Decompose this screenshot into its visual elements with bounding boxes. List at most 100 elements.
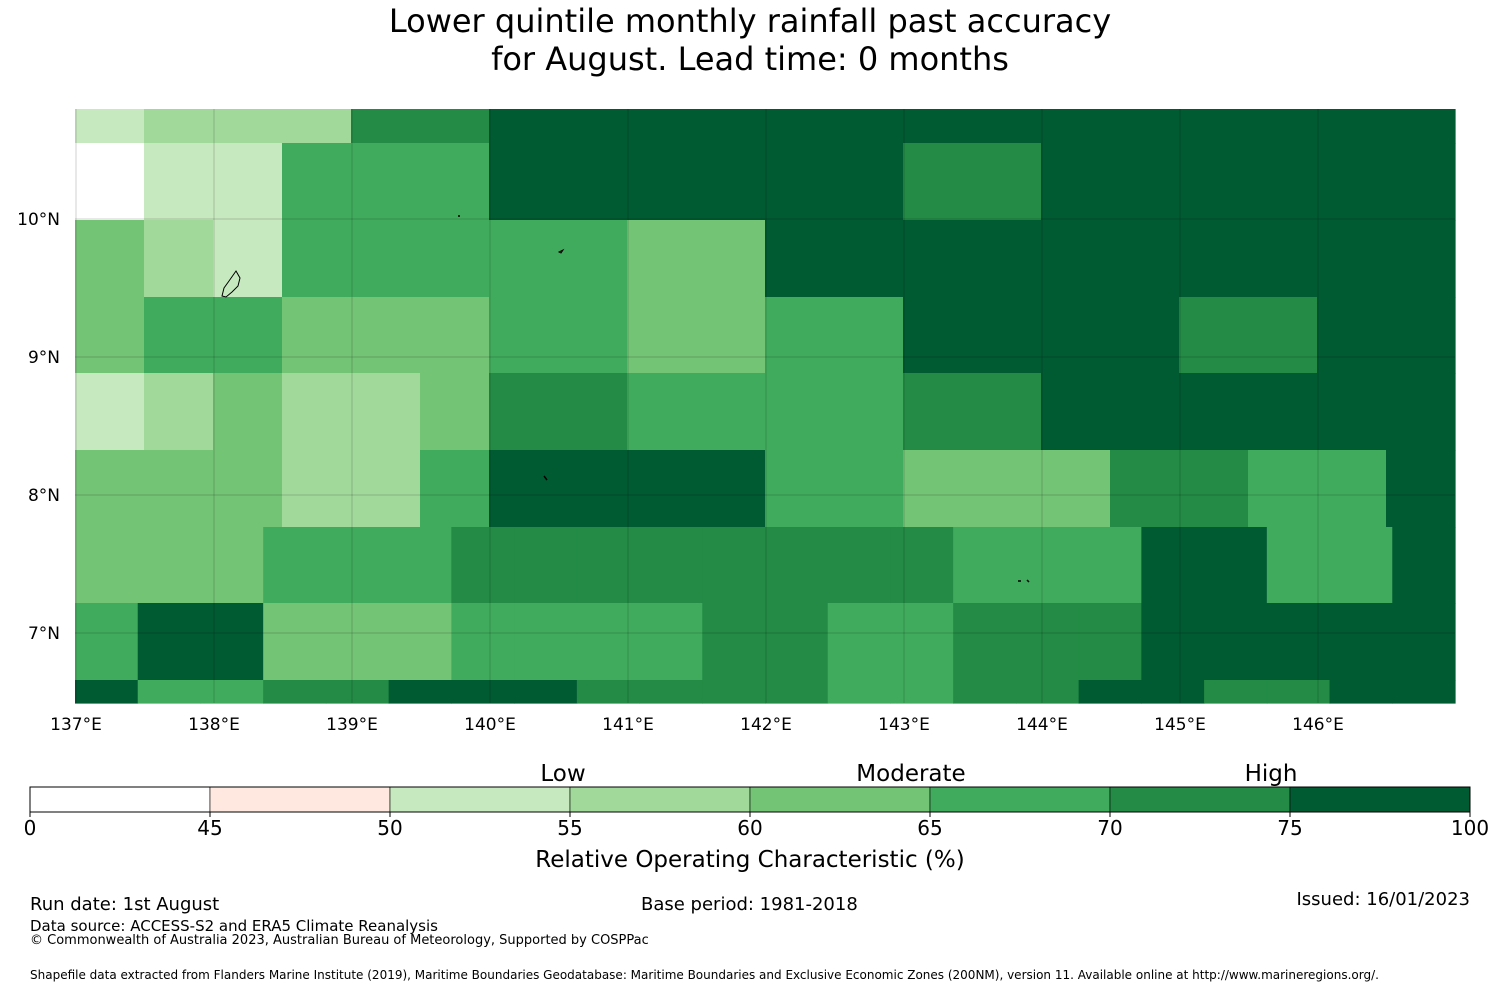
base-period: Base period: 1981-2018 — [641, 894, 858, 915]
grid-cell — [75, 373, 145, 451]
colorbar-tick-label: 75 — [1277, 816, 1302, 840]
grid-cell — [1317, 450, 1387, 528]
grid-cell — [1329, 603, 1393, 681]
grid-cell — [627, 220, 697, 298]
grid-cell — [144, 109, 214, 144]
grid-cell — [639, 680, 703, 704]
run-date: Run date: 1st August — [30, 894, 220, 915]
grid-cell — [1141, 527, 1205, 604]
grid-cell — [576, 527, 641, 604]
grid-cell — [420, 143, 490, 221]
grid-cell — [765, 143, 835, 221]
grid-cell — [1266, 527, 1331, 604]
grid-cell — [144, 450, 214, 528]
grid-cell — [420, 297, 490, 374]
rainfall-accuracy-map: 137°E 138°E 139°E 140°E 141°E 142°E 143°E 144°E… — [17, 109, 1489, 873]
grid-cell — [1392, 680, 1456, 704]
grid-cell — [834, 220, 904, 298]
grid-cell — [1110, 220, 1180, 298]
longitude-label: 145°E — [1154, 715, 1206, 735]
grid-cell — [834, 450, 904, 528]
latitude-label: 7°N — [28, 624, 60, 644]
grid-cell — [627, 373, 697, 451]
grid-cell — [489, 297, 559, 374]
grid-cell — [420, 450, 490, 528]
grid-cell — [514, 603, 578, 681]
grid-cell — [1015, 603, 1080, 681]
island-outline — [557, 248, 565, 254]
grid-cell — [1179, 109, 1249, 144]
grid-cell — [514, 527, 578, 604]
grid-cell — [351, 109, 421, 144]
grid-cell — [1204, 527, 1268, 604]
longitude-label: 142°E — [740, 715, 792, 735]
grid-cell — [972, 143, 1042, 221]
shapefile-credit: Shapefile data extracted from Flanders M… — [30, 968, 1379, 982]
grid-cell — [903, 220, 973, 298]
grid-cell — [75, 527, 139, 604]
grid-cell — [903, 450, 973, 528]
grid-cell — [213, 450, 283, 528]
grid-cell — [1317, 297, 1387, 374]
colorbar-axis-label: Relative Operating Characteristic (%) — [535, 847, 964, 873]
grid-cell — [388, 603, 452, 681]
grid-cell — [903, 109, 973, 144]
grid-cell — [558, 297, 628, 374]
grid-cell — [1317, 220, 1387, 298]
grid-cell — [263, 603, 327, 681]
colorbar-segment — [569, 786, 751, 813]
grid-cell — [200, 680, 264, 704]
grid-cell — [1392, 527, 1456, 604]
grid-cell — [903, 143, 973, 221]
grid-cell — [325, 680, 390, 704]
grid-cell — [144, 143, 214, 221]
grid-cell — [1078, 603, 1142, 681]
grid-cell — [1329, 527, 1393, 604]
colorbar-tick-label: 50 — [377, 816, 402, 840]
grid-cell — [351, 220, 421, 298]
grid-cell — [282, 109, 352, 144]
grid-cell — [834, 373, 904, 451]
grid-cell — [420, 109, 490, 144]
grid-cell — [75, 297, 145, 374]
grid-cell — [75, 603, 139, 681]
grid-cell — [213, 220, 283, 298]
longitude-label: 143°E — [878, 715, 930, 735]
grid-cell — [1141, 680, 1205, 704]
longitude-label: 139°E — [326, 715, 378, 735]
grid-cell — [282, 220, 352, 298]
colorbar-segment — [29, 786, 211, 813]
grid-cell — [890, 680, 954, 704]
grid-cell — [639, 603, 703, 681]
grid-cell — [765, 450, 835, 528]
colorbar-segment — [929, 786, 1111, 813]
colorbar-category-label: High — [1245, 761, 1298, 787]
grid-cell — [1386, 143, 1456, 221]
grid-cell — [765, 680, 829, 704]
grid-cell — [351, 373, 421, 451]
grid-cell — [1248, 220, 1318, 298]
colorbar-segment — [1289, 786, 1471, 813]
grid-cell — [903, 297, 973, 374]
grid-cell — [834, 109, 904, 144]
grid-cell — [1041, 450, 1111, 528]
grid-cell — [972, 297, 1042, 374]
grid-cell — [1386, 109, 1456, 144]
grid-cell — [451, 680, 515, 704]
grid-cell — [144, 220, 214, 298]
grid-cell — [696, 373, 766, 451]
grid-cell — [1078, 527, 1142, 604]
grid-cell — [282, 450, 352, 528]
grid-cell — [1248, 297, 1318, 374]
colorbar-category-label: Moderate — [856, 761, 965, 787]
grid-cell — [1179, 297, 1249, 374]
grid-cell — [1015, 680, 1080, 704]
grid-cell — [144, 297, 214, 374]
grid-cell — [1041, 373, 1111, 451]
grid-cell — [627, 109, 697, 144]
grid-cell — [834, 143, 904, 221]
copyright: © Commonwealth of Australia 2023, Austra… — [30, 933, 649, 948]
colorbar-segment — [749, 786, 931, 813]
grid-cell — [702, 603, 766, 681]
grid-cell — [1266, 603, 1331, 681]
